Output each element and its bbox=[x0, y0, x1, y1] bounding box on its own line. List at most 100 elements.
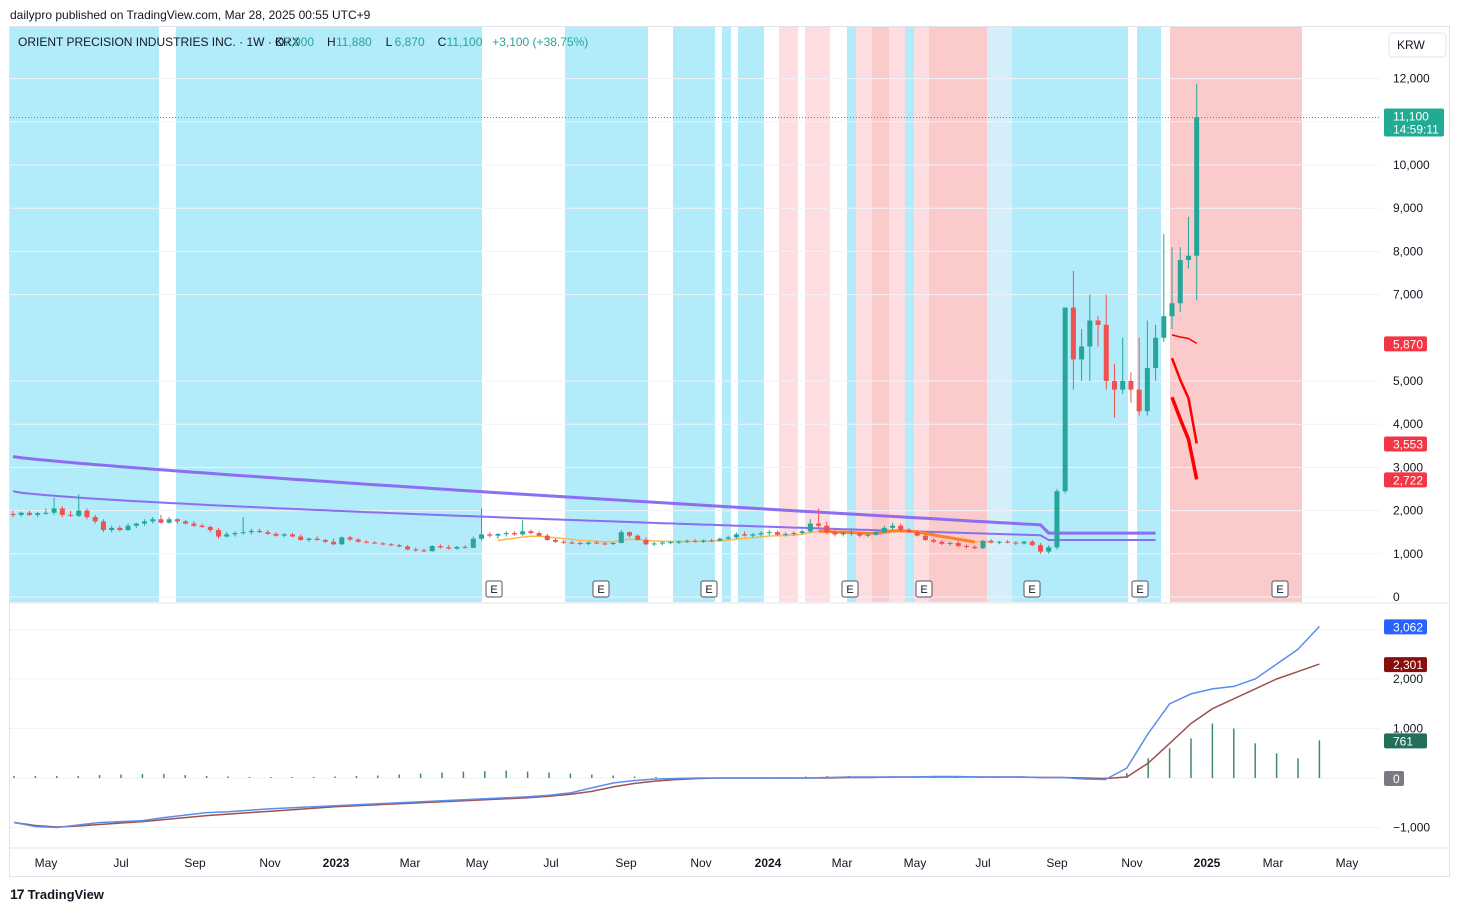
candle bbox=[816, 508, 822, 528]
candle-body bbox=[429, 546, 435, 552]
background-band bbox=[987, 27, 1012, 602]
y-axis-tick-label: 0 bbox=[1393, 590, 1400, 604]
osc-price-label-box bbox=[1384, 771, 1404, 786]
candle bbox=[248, 528, 254, 535]
candle-body bbox=[43, 512, 49, 514]
y-axis-tick-label: 8,000 bbox=[1393, 244, 1423, 258]
candle-body bbox=[709, 540, 715, 542]
background-band bbox=[779, 27, 798, 602]
candle bbox=[627, 531, 632, 538]
candle-body bbox=[848, 533, 854, 535]
earnings-marker-label: E bbox=[597, 584, 604, 596]
candle bbox=[774, 530, 780, 536]
candle bbox=[766, 530, 772, 536]
candle bbox=[298, 534, 304, 541]
candle bbox=[1136, 337, 1142, 416]
candle bbox=[240, 517, 246, 535]
candle-body bbox=[840, 533, 846, 535]
candle-body bbox=[109, 527, 115, 531]
candle-body bbox=[873, 532, 879, 535]
candle bbox=[536, 531, 542, 537]
x-axis-tick-label: Jul bbox=[113, 856, 128, 870]
candle-body bbox=[1070, 307, 1076, 360]
candle-body bbox=[627, 532, 632, 536]
candle-body bbox=[816, 523, 822, 526]
background-band bbox=[856, 27, 872, 602]
candle bbox=[1177, 247, 1183, 312]
moving-average-line-mid bbox=[12, 490, 1156, 541]
candle-body bbox=[446, 547, 452, 549]
candle bbox=[906, 527, 912, 534]
candle-body bbox=[380, 543, 386, 545]
y-axis-tick-label: 9,000 bbox=[1393, 201, 1423, 215]
legend-ohlc-label: C bbox=[438, 35, 447, 49]
moving-average-line-slow bbox=[1170, 396, 1199, 480]
candle bbox=[1005, 539, 1011, 544]
candle-body bbox=[569, 542, 575, 544]
candle bbox=[150, 517, 156, 524]
tradingview-logo[interactable]: 17 TradingView bbox=[10, 886, 104, 902]
moving-average-line-short-bold bbox=[818, 529, 975, 544]
earnings-marker: E bbox=[485, 580, 503, 598]
candle-body bbox=[733, 534, 739, 538]
candle bbox=[569, 540, 575, 545]
background-band bbox=[805, 27, 830, 602]
candle-body bbox=[1054, 491, 1060, 548]
candle bbox=[347, 535, 353, 541]
candle-body bbox=[684, 540, 690, 542]
candle bbox=[594, 540, 600, 545]
candle-body bbox=[92, 517, 98, 522]
candle-body bbox=[347, 537, 353, 540]
candle bbox=[807, 519, 813, 534]
candle bbox=[18, 511, 24, 517]
candle bbox=[339, 536, 345, 546]
x-axis-tick-label: Sep bbox=[184, 856, 206, 870]
publish-info: dailypro published on TradingView.com, M… bbox=[10, 8, 371, 22]
candle bbox=[1111, 363, 1117, 418]
osc-price-label-box bbox=[1384, 657, 1427, 673]
candle-body bbox=[100, 521, 106, 531]
candle bbox=[1070, 270, 1076, 390]
x-axis-tick-label: May bbox=[904, 856, 927, 870]
osc-axis-tick-label: −1,000 bbox=[1393, 821, 1430, 835]
candle bbox=[437, 544, 443, 549]
candle-body bbox=[717, 538, 723, 541]
candle bbox=[1169, 247, 1175, 330]
candle bbox=[495, 533, 501, 539]
candle-body bbox=[1038, 545, 1043, 552]
candle-body bbox=[1194, 117, 1200, 256]
candle bbox=[848, 530, 854, 536]
candle-body bbox=[1144, 368, 1150, 412]
price-label-value: 11,100 bbox=[1393, 109, 1429, 123]
candle bbox=[528, 529, 534, 535]
candle-body bbox=[495, 533, 501, 536]
candle bbox=[396, 543, 402, 548]
candle-body bbox=[35, 513, 41, 515]
candle bbox=[191, 521, 197, 528]
candle bbox=[1021, 540, 1027, 545]
legend-ohlc-value: 11,880 bbox=[336, 35, 372, 49]
candle bbox=[511, 531, 517, 536]
candle-body bbox=[216, 530, 221, 537]
price-label-value: 2,722 bbox=[1393, 473, 1423, 487]
candle-body bbox=[799, 531, 805, 534]
price-label-box bbox=[1384, 336, 1427, 352]
candle-body bbox=[972, 546, 978, 549]
candle-body bbox=[1062, 307, 1068, 492]
x-axis-tick-label: 2024 bbox=[755, 856, 782, 870]
candle-body bbox=[10, 514, 16, 516]
osc-price-label-value: 3,062 bbox=[1393, 620, 1423, 634]
candle-body bbox=[1079, 346, 1085, 360]
candle bbox=[791, 531, 797, 536]
candle bbox=[322, 538, 328, 543]
candle-body bbox=[84, 510, 90, 518]
candle-body bbox=[594, 542, 600, 544]
candle bbox=[684, 539, 690, 543]
background-band bbox=[565, 27, 648, 602]
candle bbox=[355, 538, 361, 543]
candle-body bbox=[1103, 324, 1109, 381]
candle-body bbox=[700, 540, 706, 542]
candle-body bbox=[1177, 260, 1183, 304]
candle-body bbox=[783, 533, 789, 535]
